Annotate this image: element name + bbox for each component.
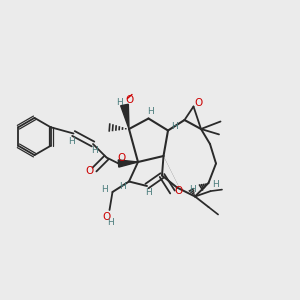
Text: H: H — [145, 188, 152, 197]
Text: H: H — [189, 184, 196, 194]
Polygon shape — [118, 160, 138, 167]
Polygon shape — [121, 104, 129, 129]
Text: O: O — [85, 166, 93, 176]
Text: H: H — [102, 184, 108, 194]
Text: O: O — [102, 212, 111, 223]
Text: H: H — [117, 98, 123, 107]
Text: O: O — [117, 153, 126, 163]
Text: H: H — [147, 106, 153, 116]
Text: O: O — [195, 98, 203, 109]
Text: H: H — [171, 122, 178, 131]
Text: H: H — [119, 182, 126, 191]
Text: H: H — [91, 146, 98, 155]
Text: H: H — [212, 180, 218, 189]
Text: H: H — [68, 136, 74, 146]
Text: O: O — [174, 186, 183, 197]
Text: O: O — [125, 94, 133, 105]
Text: H: H — [108, 218, 114, 227]
